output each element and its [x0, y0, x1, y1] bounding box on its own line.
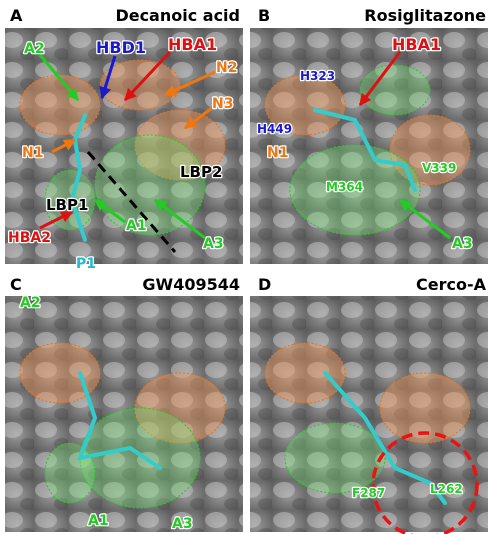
label: HBD1: [96, 38, 146, 57]
panel-letter: C: [10, 275, 22, 294]
panel-title: GW409544: [142, 275, 240, 294]
label: A3: [203, 236, 224, 252]
panel-title: Rosiglitazone: [364, 6, 486, 25]
label: L262: [430, 482, 463, 496]
label: A3: [452, 236, 473, 252]
label: N1: [267, 145, 288, 161]
label: N2: [216, 60, 237, 76]
label: M364: [326, 180, 363, 194]
label: A1: [88, 513, 109, 529]
panel-letter: B: [258, 6, 270, 25]
label: HBA1: [168, 35, 217, 54]
label: HBA2: [8, 230, 51, 246]
label: A2: [24, 41, 45, 57]
panel-letter: D: [258, 275, 271, 294]
panel-letter: A: [10, 6, 23, 25]
label: N3: [212, 96, 233, 112]
panel-title: Cerco-A: [416, 275, 487, 294]
label: H449: [257, 122, 292, 136]
label: A3: [172, 516, 193, 532]
label: H323: [300, 69, 335, 83]
label: N1: [22, 145, 43, 161]
label: P1: [76, 256, 96, 272]
label: LBP1: [46, 196, 88, 214]
figure: A Decanoic acid B Rosiglitazone C GW4095…: [0, 0, 491, 534]
label: A2: [20, 295, 41, 311]
label: F287: [352, 486, 385, 500]
label: A1: [126, 218, 147, 234]
panel-title: Decanoic acid: [115, 6, 240, 25]
label: HBA1: [392, 35, 441, 54]
label: LBP2: [180, 163, 222, 181]
label: V339: [422, 161, 456, 175]
